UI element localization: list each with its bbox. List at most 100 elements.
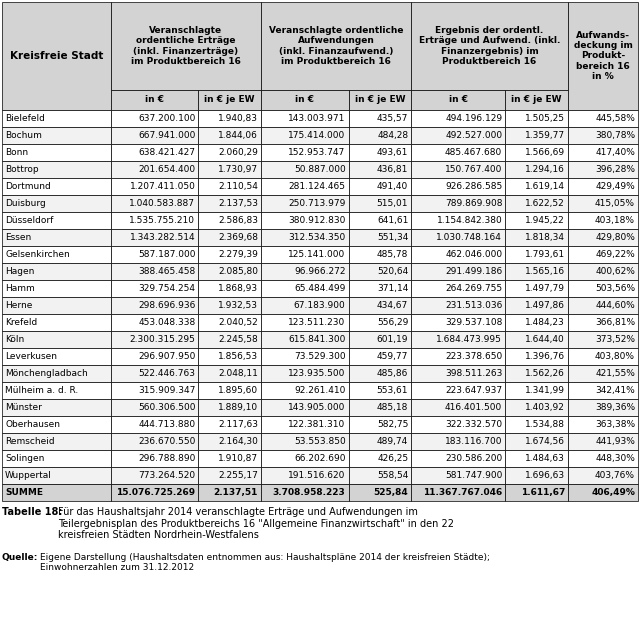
Text: Quelle:: Quelle: (2, 553, 38, 562)
Bar (198, 416, 261, 433)
Bar (349, 365, 412, 382)
Text: 1.818,34: 1.818,34 (525, 233, 565, 242)
Bar (568, 161, 638, 178)
Text: 485.467.680: 485.467.680 (445, 148, 502, 157)
Bar (349, 314, 412, 331)
Bar (412, 127, 505, 144)
Bar (2, 382, 111, 399)
Bar (568, 484, 638, 501)
Bar (198, 297, 261, 314)
Bar (2, 399, 111, 416)
Text: Dortmund: Dortmund (5, 182, 51, 191)
Text: Tabelle 18:: Tabelle 18: (2, 507, 62, 517)
Text: 553,61: 553,61 (377, 386, 408, 395)
Bar (2, 484, 111, 501)
Bar (198, 382, 261, 399)
Text: 448,30%: 448,30% (595, 454, 635, 463)
Text: 1.910,87: 1.910,87 (218, 454, 258, 463)
Bar (568, 467, 638, 484)
Bar (198, 467, 261, 484)
Text: Eigene Darstellung (Haushaltsdaten entnommen aus: Haushaltspläne 2014 der kreisf: Eigene Darstellung (Haushaltsdaten entno… (40, 553, 490, 572)
Text: 560.306.500: 560.306.500 (138, 403, 195, 412)
Bar (505, 467, 568, 484)
Bar (349, 331, 412, 348)
Bar (261, 399, 349, 416)
Bar (111, 348, 198, 365)
Bar (505, 416, 568, 433)
Bar (198, 110, 261, 127)
Text: in € je EW: in € je EW (204, 96, 255, 104)
Bar (2, 2, 111, 110)
Text: Mönchengladbach: Mönchengladbach (5, 369, 88, 378)
Text: Ergebnis der ordentl.
Erträge und Aufwend. (inkl.
Finanzergebnis) im
Produktbere: Ergebnis der ordentl. Erträge und Aufwen… (419, 26, 560, 66)
Text: 223.647.937: 223.647.937 (445, 386, 502, 395)
Text: Oberhausen: Oberhausen (5, 420, 60, 429)
Text: Bielefeld: Bielefeld (5, 114, 45, 123)
Text: 494.196.129: 494.196.129 (445, 114, 502, 123)
Bar (568, 348, 638, 365)
Bar (111, 280, 198, 297)
Text: 3.708.958.223: 3.708.958.223 (273, 488, 346, 497)
Bar (2, 348, 111, 365)
Text: 150.767.400: 150.767.400 (445, 165, 502, 174)
Bar (2, 263, 111, 280)
Bar (261, 178, 349, 195)
Bar (2, 144, 111, 161)
Text: 2.110,54: 2.110,54 (218, 182, 258, 191)
Bar (198, 161, 261, 178)
Text: 558,54: 558,54 (377, 471, 408, 480)
Text: 492.527.000: 492.527.000 (445, 131, 502, 140)
Bar (505, 365, 568, 382)
Bar (568, 127, 638, 144)
Bar (505, 382, 568, 399)
Bar (261, 416, 349, 433)
Text: 417,40%: 417,40% (595, 148, 635, 157)
Text: 1.856,53: 1.856,53 (218, 352, 258, 361)
Text: 371,14: 371,14 (377, 284, 408, 293)
Text: 296.788.890: 296.788.890 (138, 454, 195, 463)
Bar (568, 178, 638, 195)
Bar (349, 467, 412, 484)
Bar (261, 297, 349, 314)
Bar (261, 246, 349, 263)
Text: 489,74: 489,74 (377, 437, 408, 446)
Text: 67.183.900: 67.183.900 (294, 301, 346, 310)
Bar (349, 399, 412, 416)
Bar (261, 90, 349, 110)
Bar (568, 399, 638, 416)
Text: Duisburg: Duisburg (5, 199, 45, 208)
Text: 2.040,52: 2.040,52 (218, 318, 258, 327)
Bar (261, 263, 349, 280)
Bar (505, 331, 568, 348)
Text: 1.534,88: 1.534,88 (525, 420, 565, 429)
Bar (198, 348, 261, 365)
Bar (349, 229, 412, 246)
Text: 123.935.500: 123.935.500 (288, 369, 346, 378)
Bar (2, 127, 111, 144)
Bar (261, 484, 349, 501)
Text: 491,40: 491,40 (377, 182, 408, 191)
Text: 2.137,51: 2.137,51 (214, 488, 258, 497)
Text: 429,49%: 429,49% (595, 182, 635, 191)
Text: 400,62%: 400,62% (595, 267, 635, 276)
Bar (412, 484, 505, 501)
Text: 587.187.000: 587.187.000 (138, 250, 195, 259)
Bar (2, 450, 111, 467)
Text: 380.912.830: 380.912.830 (288, 216, 346, 225)
Bar (505, 178, 568, 195)
Bar (111, 161, 198, 178)
Bar (568, 331, 638, 348)
Text: Hagen: Hagen (5, 267, 35, 276)
Bar (568, 110, 638, 127)
Bar (198, 263, 261, 280)
Text: 264.269.755: 264.269.755 (445, 284, 502, 293)
Text: 2.255,17: 2.255,17 (218, 471, 258, 480)
Text: 388.465.458: 388.465.458 (138, 267, 195, 276)
Text: 143.003.971: 143.003.971 (288, 114, 346, 123)
Bar (111, 195, 198, 212)
Bar (111, 127, 198, 144)
Bar (261, 110, 349, 127)
Text: 485,18: 485,18 (377, 403, 408, 412)
Bar (111, 229, 198, 246)
Text: 396,28%: 396,28% (595, 165, 635, 174)
